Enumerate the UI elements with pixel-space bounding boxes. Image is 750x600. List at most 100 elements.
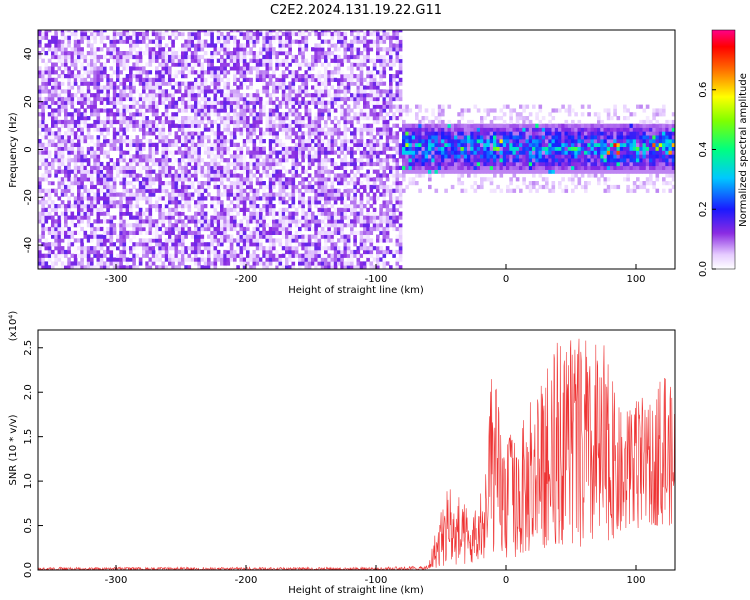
spectrogram-cell — [112, 43, 117, 48]
spectrogram-cell — [372, 58, 377, 63]
spectrogram-cell — [106, 58, 110, 63]
spectrogram-cell — [294, 142, 299, 147]
spectrogram-cell — [363, 142, 367, 147]
spectrogram-cell — [278, 211, 283, 216]
spectrogram-cell — [265, 74, 270, 79]
spectrogram-cell — [220, 192, 224, 197]
spectrogram-cell — [73, 51, 78, 56]
spectrogram-cell — [301, 58, 305, 63]
spectrogram-cell — [226, 211, 231, 216]
spectrogram-cell — [363, 154, 367, 159]
spectrogram-cell — [369, 142, 374, 147]
spectrogram-cell — [44, 89, 49, 94]
spectrogram-cell — [363, 238, 367, 243]
spectrogram-cell — [77, 196, 81, 201]
spectrogram-cell — [288, 51, 292, 56]
spectrogram-cell — [353, 104, 357, 109]
spectrogram-cell — [119, 181, 123, 186]
spectrogram-cell — [281, 177, 286, 182]
spectrogram-cell — [216, 215, 221, 220]
spectrogram-cell — [343, 58, 348, 63]
spectrogram-cell — [54, 246, 58, 251]
spectrogram-cell — [38, 70, 42, 75]
spectrogram-cell — [112, 177, 117, 182]
spectrogram-cell — [288, 62, 292, 67]
spectrogram-cell — [330, 51, 335, 56]
spectrogram-cell — [343, 238, 348, 243]
spectrogram-cell — [233, 100, 237, 105]
spectrogram-cell — [47, 246, 52, 251]
spectrogram-cell — [200, 158, 205, 163]
spectrogram-cell — [298, 192, 302, 197]
spectrogram-cell — [350, 139, 354, 144]
spectrogram-cell — [226, 81, 231, 86]
spectrogram-cell — [359, 165, 364, 170]
spectrogram-cell — [340, 226, 344, 232]
spectrogram-cell — [51, 158, 55, 163]
spectrogram-cell — [197, 39, 201, 44]
spectrogram-cell — [359, 204, 364, 209]
spectrogram-cell — [327, 230, 331, 235]
spectrogram-cell — [148, 196, 153, 201]
spectrogram-cell — [194, 127, 198, 132]
spectrogram-cell — [366, 226, 370, 232]
spectrogram-cell — [359, 184, 364, 190]
spectrogram-cell — [220, 238, 224, 243]
spectrogram-cell — [363, 188, 367, 193]
spectrogram-cell — [268, 96, 273, 102]
spectrogram-cell — [109, 66, 114, 71]
spectrogram-cell — [177, 139, 182, 144]
spectrogram-cell — [288, 219, 292, 224]
spectrogram-cell — [181, 184, 185, 190]
spectrogram-cell — [184, 223, 188, 228]
spectrogram-cell — [285, 58, 289, 63]
spectrogram-cell — [77, 219, 81, 224]
spectrogram-cell — [333, 196, 338, 201]
spectrogram-cell — [177, 158, 182, 163]
spectrogram-cell — [67, 150, 71, 155]
spectrogram-cell — [262, 265, 266, 269]
spectrogram-cell — [138, 211, 143, 216]
spectrogram-cell — [194, 161, 198, 167]
spectrogram-cell — [259, 261, 263, 266]
spectrogram-cell — [148, 261, 153, 266]
spectrogram-cell — [38, 39, 42, 44]
spectrogram-cell — [307, 139, 312, 144]
spectrogram-cell — [301, 242, 305, 247]
spectrogram-cell — [353, 77, 357, 82]
spectrogram-cell — [275, 54, 279, 60]
spectrogram-cell — [125, 119, 130, 125]
spectrogram-cell — [142, 196, 146, 201]
spectrogram-cell — [158, 77, 162, 82]
spectrogram-cell — [249, 161, 253, 167]
spectrogram-cell — [129, 196, 133, 201]
spectrogram-cell — [372, 119, 377, 125]
spectrogram-cell — [125, 219, 130, 224]
spectrogram-cell — [346, 242, 351, 247]
spectrogram-cell — [304, 39, 309, 44]
spectrogram-cell — [333, 211, 338, 216]
spectrogram-cell — [142, 77, 146, 82]
spectrogram-cell — [294, 70, 299, 75]
spectrogram-cell — [314, 226, 318, 232]
spectrogram-cell — [359, 181, 364, 186]
spectrogram-cell — [272, 51, 276, 56]
spectrogram-cell — [229, 249, 234, 255]
spectrogram-cell — [262, 39, 266, 44]
spectrogram-cell — [320, 89, 325, 94]
spectrogram-cell — [148, 257, 153, 262]
spectrogram-cell — [135, 188, 140, 193]
spectrogram-cell — [281, 93, 286, 98]
spectrogram-cell — [255, 35, 260, 40]
spectrogram-cell — [135, 211, 140, 216]
spectrogram-cell — [376, 100, 380, 105]
spectrogram-cell — [249, 112, 253, 117]
spectrogram-cell — [216, 200, 221, 205]
spectrogram-cell — [210, 261, 214, 266]
spectrogram-cell — [304, 169, 309, 174]
spectrogram-cell — [298, 188, 302, 193]
spectrogram-cell — [164, 161, 169, 167]
spectrogram-cell — [330, 93, 335, 98]
spectrogram-cell — [119, 146, 123, 151]
spectrogram-cell — [145, 158, 149, 163]
